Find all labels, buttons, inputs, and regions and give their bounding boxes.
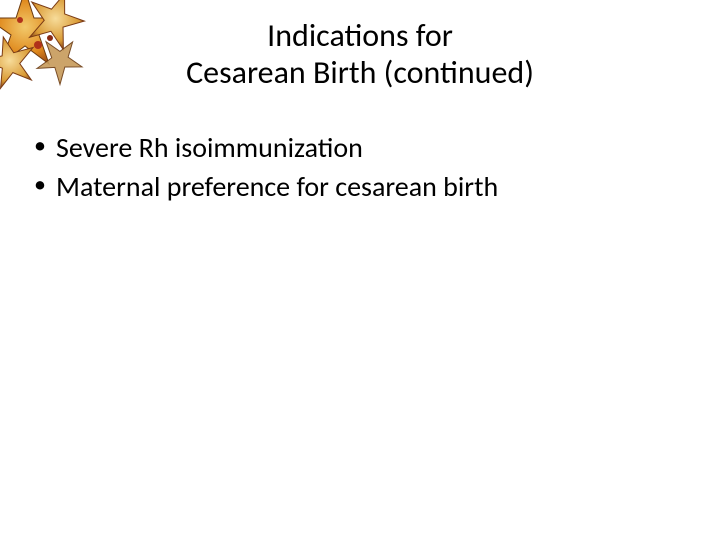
bullet-item: Maternal preference for cesarean birth xyxy=(28,169,680,204)
bullet-item: Severe Rh isoimmunization xyxy=(28,130,680,165)
slide: Indications for Cesarean Birth (continue… xyxy=(0,0,720,540)
title-line-2: Cesarean Birth (continued) xyxy=(0,55,720,92)
slide-title: Indications for Cesarean Birth (continue… xyxy=(0,18,720,92)
bullet-list: Severe Rh isoimmunization Maternal prefe… xyxy=(28,130,680,208)
title-line-1: Indications for xyxy=(0,18,720,55)
